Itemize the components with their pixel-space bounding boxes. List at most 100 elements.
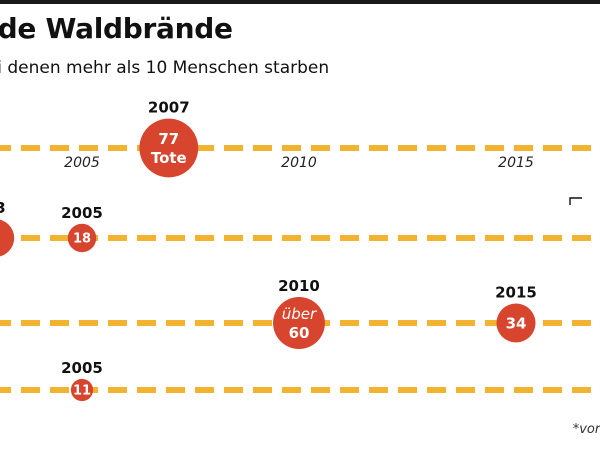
track-dash-row-3: [50, 320, 69, 326]
track-dash-row-4: [108, 387, 127, 393]
track-dash-row-2: [108, 235, 127, 241]
track-dash-row-4: [253, 387, 272, 393]
track-dash-row-4: [195, 387, 214, 393]
track-dash-row-1: [398, 145, 417, 151]
track-dash-row-4: [543, 387, 562, 393]
data-value-label: 11: [73, 384, 91, 399]
track-dash-row-2: [456, 235, 475, 241]
track-dash-row-3: [166, 320, 185, 326]
track-dash-row-1: [427, 145, 446, 151]
chart-title: nde Waldbrände: [0, 12, 233, 45]
track-dash-row-2: [253, 235, 272, 241]
track-dash-row-4: [572, 387, 591, 393]
track-dash-row-4: [369, 387, 388, 393]
track-dash-row-1: [572, 145, 591, 151]
track-dash-row-2: [514, 235, 533, 241]
track-dash-row-4: [21, 387, 40, 393]
track-dash-row-3: [224, 320, 243, 326]
track-dash-row-3: [79, 320, 98, 326]
track-dash-row-4: [0, 387, 11, 393]
top-rule: [0, 0, 600, 4]
track-dash-row-1: [485, 145, 504, 151]
data-year-label: 2015: [495, 283, 537, 301]
track-dash-row-3: [253, 320, 272, 326]
track-dash-row-3: [543, 320, 562, 326]
track-dash-row-2: [137, 235, 156, 241]
track-dash-row-4: [311, 387, 330, 393]
track-dash-row-1: [79, 145, 98, 151]
track-dash-row-2: [224, 235, 243, 241]
track-dash-row-1: [311, 145, 330, 151]
track-dash-row-3: [427, 320, 446, 326]
track-dash-row-4: [398, 387, 417, 393]
track-dash-row-1: [224, 145, 243, 151]
track-dash-row-3: [21, 320, 40, 326]
data-bubble: [273, 297, 325, 349]
chart-subtitle: bei denen mehr als 10 Menschen starben: [0, 58, 330, 78]
track-dash-row-4: [485, 387, 504, 393]
track-dash-row-2: [311, 235, 330, 241]
data-year-label: 2007: [148, 99, 190, 117]
data-year-label: 2005: [61, 204, 103, 222]
track-dash-row-2: [21, 235, 40, 241]
track-dash-row-3: [195, 320, 214, 326]
data-year-label: 2010: [278, 277, 320, 295]
track-dash-row-4: [50, 387, 69, 393]
track-dash-row-2: [282, 235, 301, 241]
track-dash-row-3: [369, 320, 388, 326]
track-dash-row-1: [543, 145, 562, 151]
track-dash-row-3: [340, 320, 359, 326]
data-bubble: [67, 223, 97, 253]
axis-tick-label: 2010: [281, 155, 317, 171]
track-dash-row-3: [456, 320, 475, 326]
data-bubble: [496, 303, 536, 343]
track-dash-row-2: [50, 235, 69, 241]
data-value-label: Tote: [151, 149, 187, 167]
track-dash-row-1: [21, 145, 40, 151]
track-dash-row-4: [427, 387, 446, 393]
data-bubble: [70, 378, 94, 402]
track-dash-row-2: [398, 235, 417, 241]
track-dash-row-1: [0, 145, 11, 151]
track-dash-row-1: [253, 145, 272, 151]
track-dash-row-2: [195, 235, 214, 241]
data-year-label: 03: [0, 199, 6, 217]
track-dash-row-1: [514, 145, 533, 151]
axis-tick-label: 2015: [498, 155, 534, 171]
track-dash-row-1: [50, 145, 69, 151]
track-dash-row-1: [282, 145, 301, 151]
track-dash-row-3: [398, 320, 417, 326]
data-value-label: über: [282, 305, 317, 323]
track-dash-row-2: [369, 235, 388, 241]
track-dash-row-4: [282, 387, 301, 393]
track-dash-row-2: [427, 235, 446, 241]
track-dash-row-4: [514, 387, 533, 393]
data-value-label: 18: [73, 232, 91, 247]
track-dash-row-3: [108, 320, 127, 326]
track-dash-row-2: [166, 235, 185, 241]
track-dash-row-3: [572, 320, 591, 326]
data-value-label: 77: [158, 130, 179, 148]
track-dash-row-4: [166, 387, 185, 393]
track-dash-row-4: [340, 387, 359, 393]
track-dash-row-2: [543, 235, 562, 241]
year-bracket-marker: [569, 197, 582, 205]
track-dash-row-3: [0, 320, 11, 326]
data-value-label: 34: [506, 314, 527, 332]
data-value-label: 60: [289, 324, 310, 342]
track-dash-row-4: [224, 387, 243, 393]
footnote: *vorläu: [572, 422, 600, 437]
data-bubble: [139, 118, 199, 178]
track-dash-row-2: [572, 235, 591, 241]
data-year-label: 2005: [61, 359, 103, 377]
track-dash-row-3: [137, 320, 156, 326]
track-dash-row-2: [485, 235, 504, 241]
data-bubble: [0, 219, 15, 257]
track-dash-row-3: [485, 320, 504, 326]
axis-tick-label: 2005: [64, 155, 100, 171]
track-dash-row-1: [195, 145, 214, 151]
track-dash-row-1: [456, 145, 475, 151]
track-dash-row-2: [340, 235, 359, 241]
track-dash-row-1: [369, 145, 388, 151]
